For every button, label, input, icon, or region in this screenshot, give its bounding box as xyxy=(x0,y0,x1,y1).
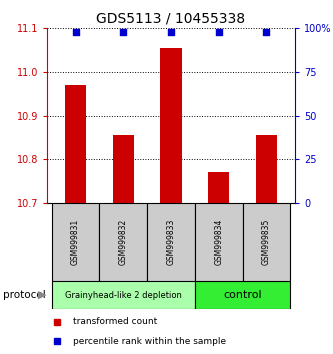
Bar xyxy=(113,135,134,203)
Bar xyxy=(65,85,86,203)
Bar xyxy=(195,203,242,281)
Text: GSM999831: GSM999831 xyxy=(71,219,80,265)
Title: GDS5113 / 10455338: GDS5113 / 10455338 xyxy=(97,11,245,25)
Text: GSM999834: GSM999834 xyxy=(214,219,223,265)
Bar xyxy=(160,48,182,203)
Point xyxy=(73,29,78,34)
Text: ▶: ▶ xyxy=(38,290,47,300)
Point xyxy=(121,29,126,34)
Bar xyxy=(195,281,290,309)
Text: transformed count: transformed count xyxy=(73,317,158,326)
Text: GSM999832: GSM999832 xyxy=(119,219,128,265)
Bar xyxy=(242,203,290,281)
Bar xyxy=(147,203,195,281)
Text: Grainyhead-like 2 depletion: Grainyhead-like 2 depletion xyxy=(65,291,182,299)
Bar xyxy=(52,281,195,309)
Text: GSM999835: GSM999835 xyxy=(262,219,271,265)
Point xyxy=(216,29,221,34)
Text: GSM999833: GSM999833 xyxy=(166,219,175,265)
Text: protocol: protocol xyxy=(3,290,46,300)
Bar xyxy=(256,135,277,203)
Text: control: control xyxy=(223,290,262,300)
Bar xyxy=(52,203,100,281)
Bar xyxy=(208,172,229,203)
Bar xyxy=(100,203,147,281)
Point xyxy=(168,29,174,34)
Text: percentile rank within the sample: percentile rank within the sample xyxy=(73,337,226,346)
Point xyxy=(264,29,269,34)
